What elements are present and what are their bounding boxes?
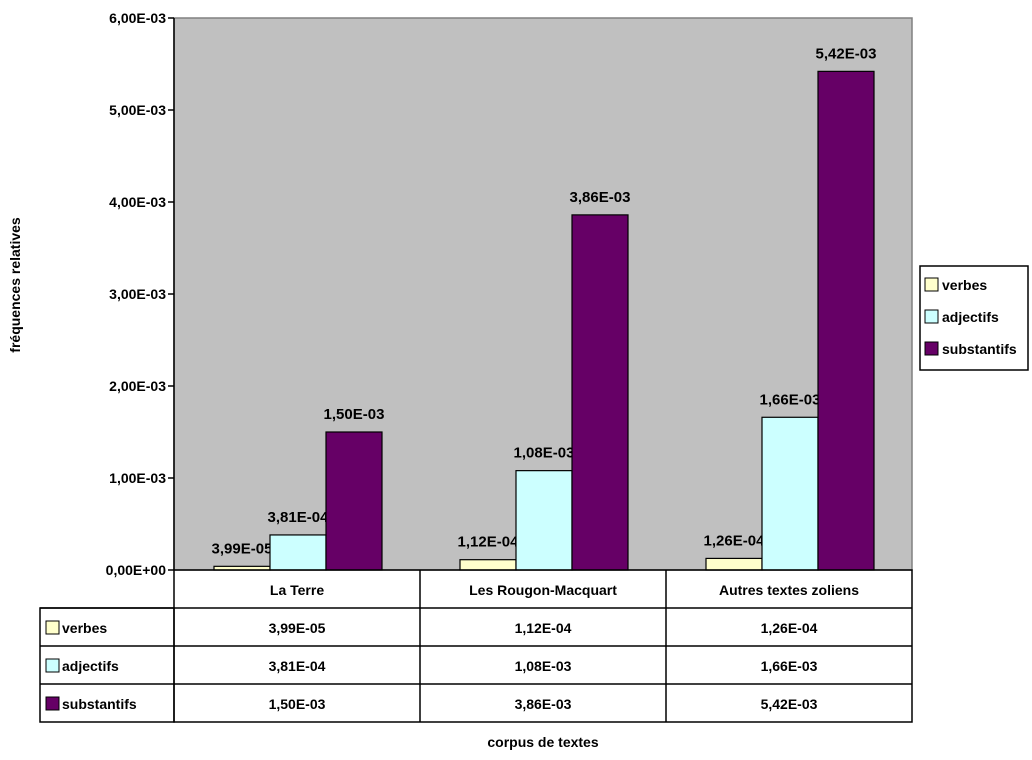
data-label: 3,81E-04 — [268, 509, 330, 526]
legend-swatch — [924, 277, 939, 292]
bar-adjectifs — [269, 534, 327, 571]
data-label: 1,26E-04 — [704, 532, 766, 549]
y-axis-label: fréquences relatives — [7, 217, 23, 353]
table-series-label: substantifs — [62, 696, 137, 712]
y-tick-label: 6,00E-03 — [109, 10, 166, 26]
table-cell-value: 1,26E-04 — [761, 620, 818, 636]
legend-swatch — [924, 309, 939, 324]
table-swatch — [45, 696, 60, 711]
table-cell-value: 1,66E-03 — [761, 658, 818, 674]
x-tick-label: La Terre — [270, 582, 324, 598]
data-label: 3,86E-03 — [570, 189, 631, 206]
table-cell-value: 5,42E-03 — [761, 696, 818, 712]
legend-entry: adjectifs — [942, 309, 999, 325]
bar-adjectifs — [515, 470, 573, 571]
data-label: 3,99E-05 — [212, 540, 273, 557]
legend: verbes adjectifs substantifs — [919, 265, 1029, 371]
x-tick-label: Les Rougon-Macquart — [469, 582, 617, 598]
data-label: 1,66E-03 — [760, 391, 821, 408]
legend-swatch — [924, 341, 939, 356]
table-cell-value: 3,81E-04 — [269, 658, 326, 674]
legend-entry: verbes — [942, 277, 987, 293]
data-label: 1,08E-03 — [514, 445, 575, 462]
data-table: La Terre Les Rougon-Macquart Autres textes… — [39, 569, 913, 723]
data-label: 1,12E-04 — [458, 534, 520, 551]
y-tick-label: 4,00E-03 — [109, 194, 166, 210]
plot-area: 0,00E+00 1,00E-03 2,00E-03 3,00E-03 4,00E-03… — [106, 10, 913, 578]
table-cell-value: 1,50E-03 — [269, 696, 326, 712]
table-series-label: adjectifs — [62, 658, 119, 674]
bar-substantifs — [571, 214, 629, 571]
y-tick-label: 2,00E-03 — [109, 378, 166, 394]
y-tick-label: 0,00E+00 — [106, 562, 167, 578]
data-label: 1,50E-03 — [324, 406, 385, 423]
table-cell-value: 3,99E-05 — [269, 620, 326, 636]
table-swatch — [45, 620, 60, 635]
bar-verbes — [705, 557, 763, 571]
table-swatch — [45, 658, 60, 673]
y-tick-label: 3,00E-03 — [109, 286, 166, 302]
bar-adjectifs — [761, 416, 819, 571]
table-cell-value: 1,12E-04 — [515, 620, 572, 636]
y-tick-label: 5,00E-03 — [109, 102, 166, 118]
table-series-label: verbes — [62, 620, 107, 636]
bar-verbes — [459, 559, 517, 571]
y-tick-label: 1,00E-03 — [109, 470, 166, 486]
data-label: 5,42E-03 — [816, 45, 877, 62]
bar-substantifs — [325, 431, 383, 571]
x-axis-label: corpus de textes — [487, 734, 598, 750]
table-cell-value: 1,08E-03 — [515, 658, 572, 674]
x-tick-label: Autres textes zoliens — [719, 582, 859, 598]
legend-entry: substantifs — [942, 341, 1017, 357]
bar-substantifs — [817, 70, 875, 571]
table-cell-value: 3,86E-03 — [515, 696, 572, 712]
